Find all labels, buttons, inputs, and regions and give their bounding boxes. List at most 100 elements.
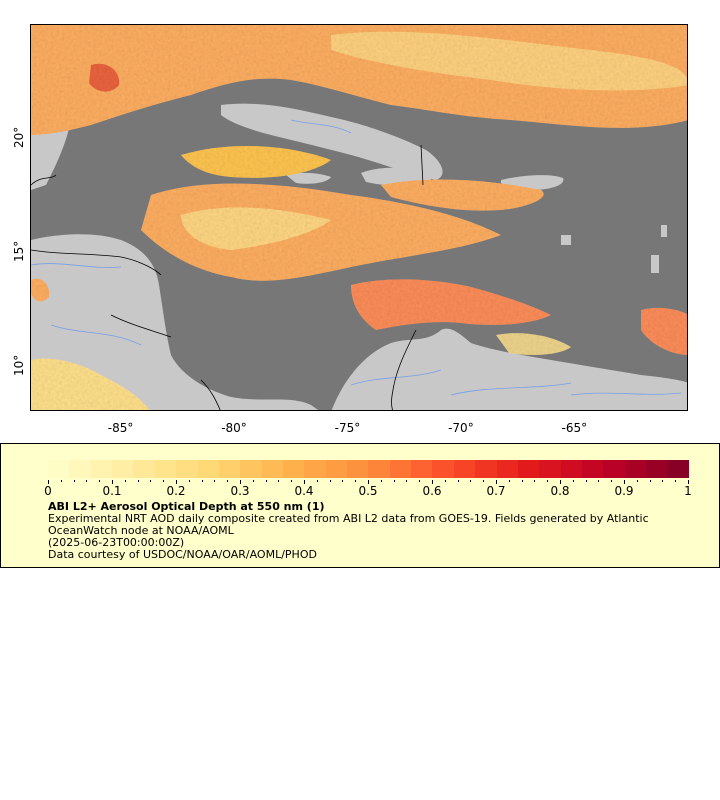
colorbar-minor-tick [611,480,613,482]
colorbar [48,460,689,478]
colorbar-tick [304,480,305,484]
colorbar-segment [624,460,647,478]
aod-field [31,25,687,410]
colorbar-minor-tick [291,480,293,482]
colorbar-minor-tick [457,480,459,482]
colorbar-minor-tick [124,480,126,482]
lat-tick-label: 10° [12,354,26,376]
colorbar-tick-label: 0.5 [358,484,378,498]
colorbar-minor-tick [252,480,254,482]
colorbar-segment [90,460,113,478]
land-jamaica [286,172,331,184]
colorbar-segment [389,460,412,478]
colorbar-segment [48,460,70,478]
colorbar-segment [581,460,604,478]
colorbar-tick [560,480,561,484]
colorbar-segment [560,460,582,478]
colorbar-segment [667,460,689,478]
colorbar-tick [240,480,241,484]
colorbar-minor-tick [675,480,677,482]
colorbar-segment [347,460,369,478]
colorbar-tick-label: 0.6 [422,484,442,498]
colorbar-minor-tick [150,480,152,482]
colorbar-minor-tick [483,480,485,482]
lon-tick-label: -65° [561,421,588,435]
colorbar-minor-tick [585,480,587,482]
colorbar-minor-tick [393,480,395,482]
colorbar-tick-label: 0 [44,484,52,498]
aod-map [31,25,687,410]
colorbar-segment [646,460,668,478]
lon-tick-label: -85° [107,421,134,435]
colorbar-minor-tick [137,480,139,482]
legend-title: ABI L2+ Aerosol Optical Depth at 550 nm … [48,500,325,513]
legend-panel: 0 0.1 0.2 0.3 0.4 0.5 0.6 0.7 0.8 0.9 1 ABI L2+ Ae… [0,443,720,568]
colorbar-minor-tick [419,480,421,482]
colorbar-tick [176,480,177,484]
colorbar-minor-tick [534,480,536,482]
colorbar-minor-tick [201,480,203,482]
colorbar-minor-tick [572,480,574,482]
colorbar-segment [112,460,134,478]
colorbar-tick [624,480,625,484]
colorbar-segment [240,460,262,478]
colorbar-tick [112,480,113,484]
lon-tick-label: -75° [334,421,361,435]
aod-mid [181,145,331,178]
colorbar-segment [218,460,241,478]
aod-southeast [351,279,551,330]
colorbar-segment [197,460,219,478]
map-plot-area[interactable] [30,24,688,411]
colorbar-minor-tick [649,480,651,482]
colorbar-minor-tick [214,480,216,482]
colorbar-segment [411,460,433,478]
colorbar-minor-tick [355,480,357,482]
colorbar-minor-tick [99,480,101,482]
colorbar-minor-tick [598,480,600,482]
colorbar-segment [368,460,390,478]
colorbar-segment [261,460,283,478]
colorbar-minor-tick [662,480,664,482]
colorbar-minor-tick [316,480,318,482]
colorbar-segment [154,460,177,478]
colorbar-segment [475,460,497,478]
colorbar-minor-tick [86,480,88,482]
colorbar-ticks: 0 0.1 0.2 0.3 0.4 0.5 0.6 0.7 0.8 0.9 1 [44,480,692,510]
aod-central-light [181,207,331,250]
colorbar-minor-tick [278,480,280,482]
colorbar-minor-tick [342,480,344,482]
colorbar-tick-label: 0.8 [550,484,570,498]
colorbar-segment [453,460,476,478]
colorbar-minor-tick [444,480,446,482]
aod-far-east [641,307,687,355]
legend-description: Experimental NRT AOD daily composite cre… [48,512,649,537]
colorbar-minor-tick [329,480,331,482]
aod-south-light [496,333,571,355]
land-central-america [31,234,319,410]
colorbar-segment [517,460,540,478]
colorbar-segment [176,460,198,478]
colorbar-minor-tick [547,480,549,482]
colorbar-tick [368,480,369,484]
land-south-america [331,328,687,410]
aod-north-light [331,31,687,91]
aod-east [381,179,544,211]
colorbar-tick-label: 0.2 [166,484,186,498]
rivers [31,119,682,396]
colorbar-segment [325,460,348,478]
colorbar-tick [432,480,433,484]
colorbar-minor-tick [73,480,75,482]
colorbar-tick-label: 0.1 [102,484,122,498]
country-borders [31,144,424,410]
land-cuba [221,103,443,180]
colorbar-minor-tick [636,480,638,482]
colorbar-segment [603,460,625,478]
colorbar-minor-tick [521,480,523,482]
legend-time: (2025-06-23T00:00:00Z) [48,536,185,549]
colorbar-segment [69,460,91,478]
legend-credit: Data courtesy of USDOC/NOAA/OAR/AOML/PHO… [48,548,317,561]
colorbar-minor-tick [60,480,62,482]
colorbar-tick [496,480,497,484]
aod-southwest [31,358,150,410]
lat-tick-label: 20° [12,127,26,149]
